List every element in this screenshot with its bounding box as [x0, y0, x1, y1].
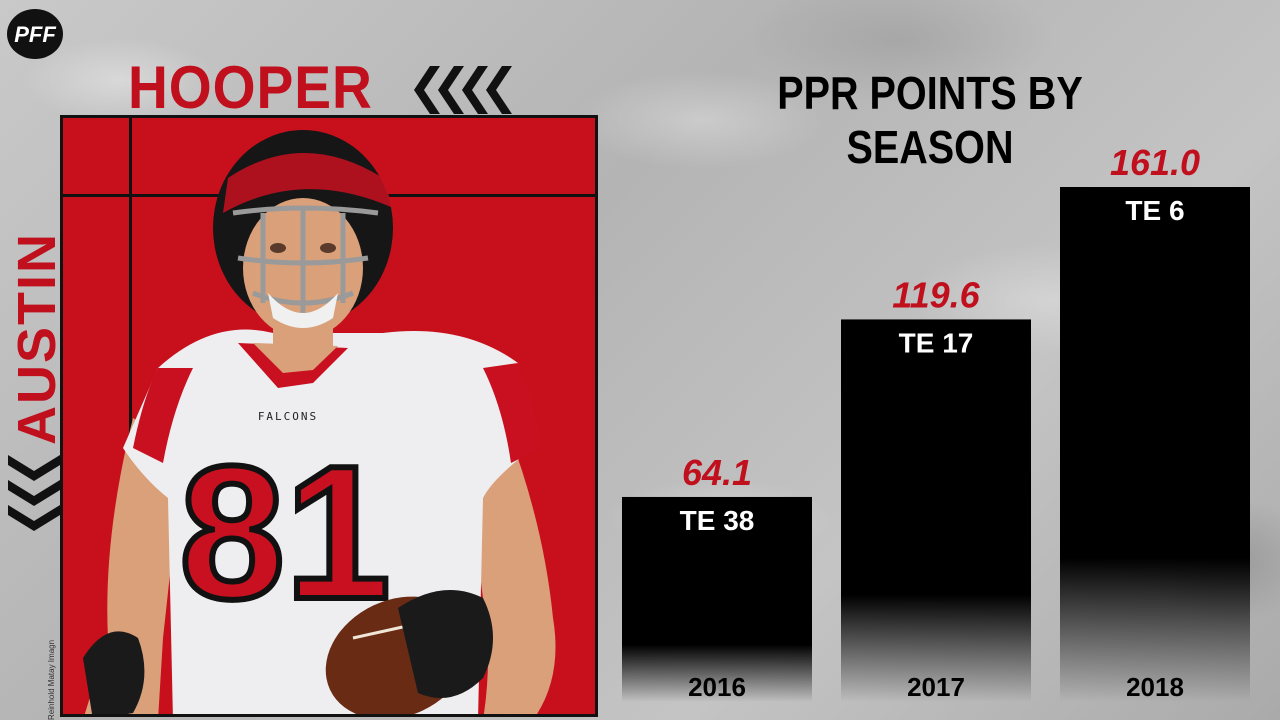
category-label-2018: 2018 — [1126, 672, 1184, 702]
jersey-number: 81 — [179, 427, 390, 639]
frame-divider-vertical — [129, 118, 132, 714]
bar-2016 — [622, 496, 812, 702]
chart-title: PPR POINTS BY SEASON — [777, 67, 1083, 173]
jersey-team-text: FALCONS — [258, 410, 318, 423]
category-label-2016: 2016 — [688, 672, 746, 702]
pff-logo: PFF — [7, 9, 63, 59]
player-photo: FALCONS 81 — [83, 130, 556, 714]
value-label-2018: 161.0 — [1110, 142, 1200, 183]
value-label-2016: 64.1 — [682, 452, 752, 493]
bar-2017 — [841, 319, 1031, 702]
chevron-left-icon — [414, 66, 512, 114]
pff-logo-text: PFF — [14, 22, 56, 47]
chevron-down-icon — [8, 455, 60, 531]
player-last-name: HOOPER — [128, 54, 373, 121]
rank-label-2018: TE 6 — [1125, 195, 1184, 226]
bar-2018 — [1060, 187, 1250, 702]
category-label-2017: 2017 — [907, 672, 965, 702]
player-photo-frame: FALCONS 81 — [60, 115, 598, 717]
rank-label-2017: TE 17 — [899, 327, 974, 358]
value-label-2017: 119.6 — [892, 274, 980, 315]
rank-label-2016: TE 38 — [680, 505, 755, 536]
